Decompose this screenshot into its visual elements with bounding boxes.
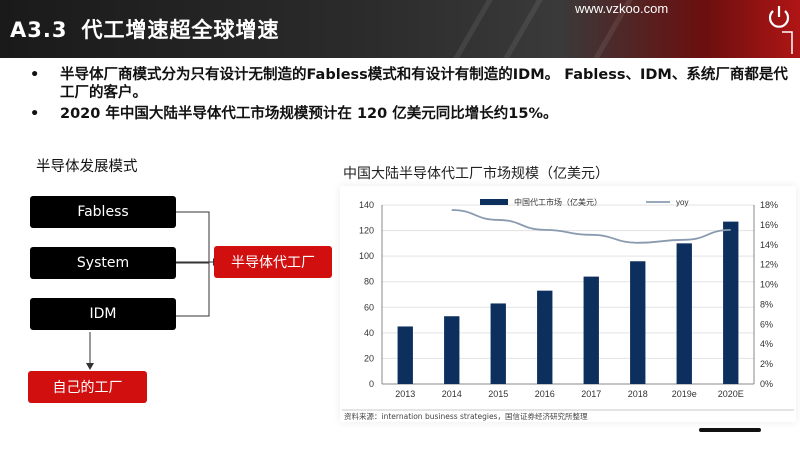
title-text: 代工增速超全球增速: [81, 18, 280, 42]
y2-tick-label: 2%: [760, 359, 773, 369]
bar: [676, 243, 692, 384]
own-fab-box: 自己的工厂: [28, 371, 147, 403]
y2-tick-label: 18%: [760, 200, 778, 210]
idm-box: IDM: [30, 298, 176, 330]
bullet-text: 2020 年中国大陆半导体代工市场规模预计在 120 亿美元同比增长约15%。: [60, 106, 558, 122]
market-size-chart: 0 20 40 60 80 100 120 140 0% 2% 4% 6% 8% 10% 12% 14% 16%…: [342, 197, 794, 421]
bullet-item: • 2020 年中国大陆半导体代工市场规模预计在 120 亿美元同比增长约15%。: [30, 105, 790, 123]
x-tick-label: 2014: [442, 389, 462, 399]
x-tick-label: 2018: [628, 389, 648, 399]
y2-tick-label: 16%: [760, 220, 778, 230]
y-tick-label: 120: [359, 226, 374, 236]
slide-title: A3.3 代工增速超全球增速: [10, 14, 279, 44]
x-tick-label: 2013: [395, 389, 415, 399]
x-tick-label: 2020E: [718, 389, 744, 399]
slide-header: A3.3 代工增速超全球增速 www.vzkoo.com: [0, 0, 800, 58]
header-streak: [453, 0, 493, 58]
section-number: A3.3: [10, 18, 68, 42]
bar: [397, 326, 413, 384]
chart-panel: 0 20 40 60 80 100 120 140 0% 2% 4% 6% 8% 10% 12% 14% 16%…: [340, 186, 796, 422]
y2-tick-label: 6%: [760, 319, 773, 329]
legend-label-yoy: yoy: [676, 198, 688, 207]
site-url[interactable]: www.vzkoo.com: [575, 1, 669, 16]
bullet-text: 半导体厂商模式分为只有设计无制造的Fabless模式和有设计有制造的IDM。 F…: [60, 67, 788, 101]
y-tick-label: 40: [364, 328, 374, 338]
bar: [630, 261, 646, 384]
foundry-box: 半导体代工厂: [214, 246, 332, 278]
bullet-marker: •: [30, 67, 40, 83]
bottom-accent-bar: [699, 428, 761, 432]
y2-tick-label: 4%: [760, 339, 773, 349]
bullet-list: • 半导体厂商模式分为只有设计无制造的Fabless模式和有设计有制造的IDM。 …: [30, 66, 790, 126]
x-tick-label: 2016: [535, 389, 555, 399]
bar: [583, 276, 599, 384]
y2-tick-label: 14%: [760, 240, 778, 250]
fabless-box: Fabless: [30, 196, 176, 228]
y-tick-label: 80: [364, 277, 374, 287]
y-tick-label: 140: [359, 200, 374, 210]
bar: [537, 290, 553, 384]
y-tick-label: 100: [359, 251, 374, 261]
bar: [723, 221, 739, 384]
chart-source: 资料来源：internation business strategies，国信证…: [344, 411, 588, 421]
x-tick-label: 2019e: [672, 389, 697, 399]
bullet-marker: •: [30, 106, 40, 122]
corner-bracket-icon: [782, 31, 793, 54]
bullet-item: • 半导体厂商模式分为只有设计无制造的Fabless模式和有设计有制造的IDM。 …: [30, 66, 790, 102]
y-tick-label: 60: [364, 302, 374, 312]
yoy-line: [451, 209, 731, 244]
chart-title: 中国大陆半导体代工厂市场规模（亿美元）: [343, 166, 609, 182]
y2-tick-label: 12%: [760, 260, 778, 270]
legend-label-bars: 中国代工市场（亿美元）: [514, 197, 602, 207]
y2-tick-label: 8%: [760, 299, 773, 309]
legend-swatch-bars: [480, 199, 508, 205]
header-streak: [503, 0, 543, 58]
y-tick-label: 0: [369, 379, 374, 389]
y2-tick-label: 10%: [760, 280, 778, 290]
system-box: System: [30, 247, 176, 279]
y2-tick-label: 0%: [760, 379, 773, 389]
power-icon: [768, 6, 790, 28]
bar: [490, 303, 506, 384]
x-tick-label: 2015: [488, 389, 508, 399]
x-tick-label: 2017: [581, 389, 601, 399]
y-tick-label: 20: [364, 353, 374, 363]
diagram-title: 半导体发展模式: [36, 159, 138, 175]
bar: [444, 316, 460, 384]
